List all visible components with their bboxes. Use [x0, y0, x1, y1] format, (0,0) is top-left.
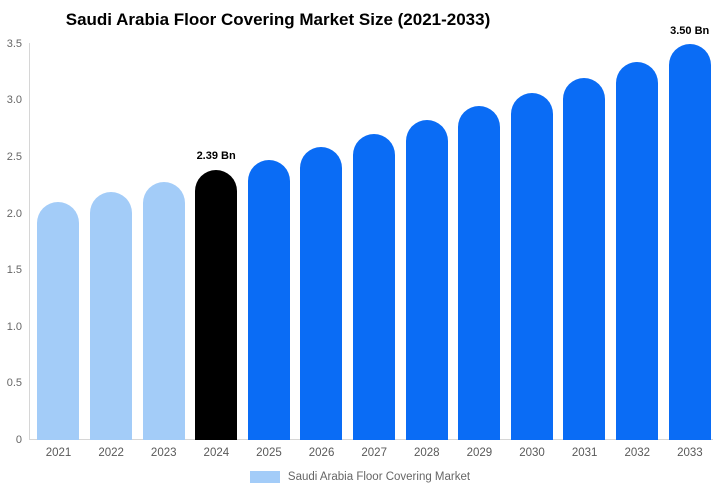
y-axis-tick-label: 3.0 — [6, 94, 22, 107]
bar-2028[interactable] — [405, 119, 448, 440]
x-axis-tick-label: 2024 — [203, 447, 230, 459]
y-axis-tick-label: 2.0 — [6, 207, 22, 220]
x-axis-tick-label: 2021 — [45, 447, 72, 459]
x-axis-tick-label: 2031 — [571, 447, 598, 459]
y-axis-tick-label: 1.5 — [6, 264, 22, 277]
bar-2023[interactable] — [142, 181, 185, 440]
chart-title: Saudi Arabia Floor Covering Market Size … — [65, 10, 491, 29]
y-axis-tick-label: 0 — [15, 434, 22, 446]
x-axis-tick-label: 2028 — [414, 447, 440, 459]
x-axis-tick-label: 2026 — [308, 447, 335, 459]
bar-value-label-2033: 3.50 Bn — [670, 24, 710, 37]
bar-2033[interactable] — [668, 43, 711, 440]
bar-2022[interactable] — [89, 192, 132, 440]
legend-swatch — [249, 471, 280, 483]
bar-2031[interactable] — [563, 77, 606, 440]
x-axis-tick-label: 2025 — [256, 447, 282, 459]
x-axis-tick-label: 2029 — [466, 447, 493, 459]
plot-area: 2.39 Bn 3.50 Bn — [32, 25, 716, 440]
y-axis-tick-label: 3.5 — [6, 37, 22, 50]
x-axis-tick-label: 2033 — [677, 447, 703, 459]
bar-2027[interactable] — [353, 134, 395, 440]
x-axis-tick-label: 2032 — [624, 447, 651, 459]
bar-value-label-2024: 2.39 Bn — [196, 150, 236, 163]
x-axis-tick-label: 2022 — [98, 447, 124, 459]
legend[interactable]: Saudi Arabia Floor Covering Market — [0, 470, 720, 484]
x-axis-tick-label: 2030 — [519, 447, 545, 459]
y-axis-tick-label: 2.5 — [6, 151, 22, 163]
y-axis-line — [29, 43, 30, 440]
bar-2024[interactable] — [195, 169, 238, 440]
bar-2030[interactable] — [510, 92, 553, 440]
x-axis-tick-label: 2023 — [150, 447, 177, 459]
bar-2026[interactable] — [300, 146, 343, 440]
bar-2032[interactable] — [616, 61, 659, 440]
bar-2021[interactable] — [37, 202, 80, 440]
bar-2025[interactable] — [247, 160, 290, 440]
y-axis-tick-label: 0.5 — [6, 377, 22, 390]
x-axis-tick-label: 2027 — [361, 447, 387, 459]
bar-2029[interactable] — [458, 106, 501, 440]
y-axis-tick-label: 1.0 — [6, 320, 22, 333]
legend-label: Saudi Arabia Floor Covering Market — [287, 471, 471, 483]
